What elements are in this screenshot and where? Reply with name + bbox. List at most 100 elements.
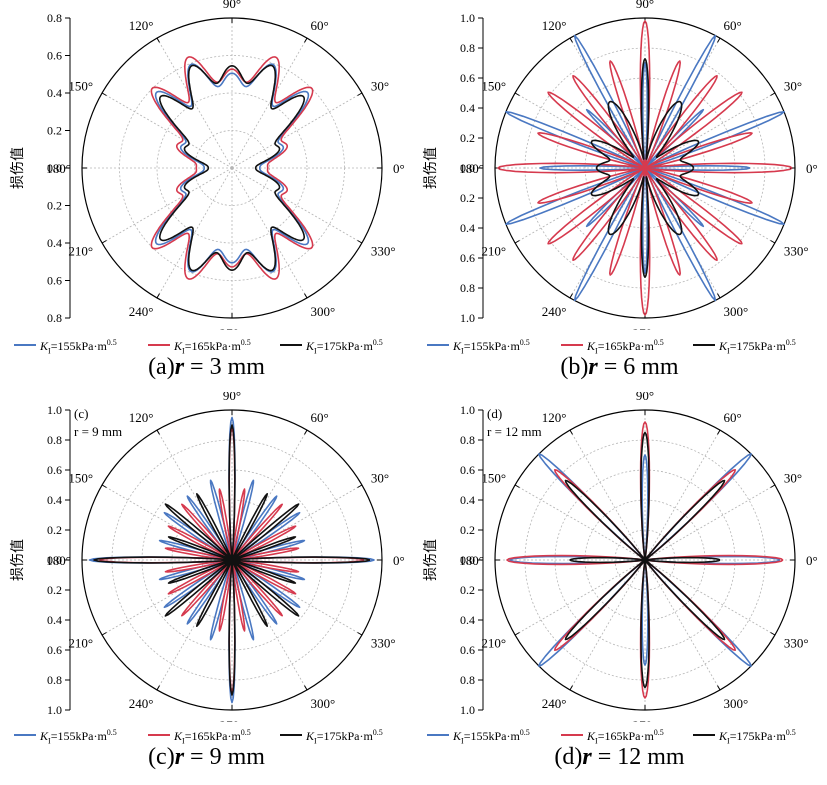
legend-swatch [427, 734, 449, 736]
angle-tick-label: 30° [371, 79, 389, 94]
angle-tick-label: 90° [636, 0, 654, 11]
angle-tick-label: 210° [481, 244, 506, 259]
y-axis-label: 损伤值 [423, 147, 439, 189]
spoke-gridline [514, 559, 646, 636]
angle-tick [569, 685, 573, 691]
angle-tick-label: 300° [724, 696, 749, 711]
r-tick-label: 1.0 [47, 703, 62, 717]
angle-tick [357, 92, 363, 96]
r-tick-label: 0.8 [460, 281, 475, 295]
series-line-2 [150, 56, 314, 280]
angle-tick-label: 60° [311, 18, 329, 33]
r-tick-label: 0.4 [47, 236, 62, 250]
r-tick-label: 0.8 [47, 311, 62, 325]
spoke-gridline [231, 37, 308, 169]
caption-a: (a)r = 3 mm [0, 354, 413, 381]
r-tick-label: 0.6 [47, 274, 62, 288]
series-line-2 [497, 20, 793, 316]
angle-tick [156, 293, 160, 299]
series-line-3 [93, 424, 371, 696]
r-tick-label: 0.6 [47, 643, 62, 657]
angle-tick [304, 685, 308, 691]
angle-tick [156, 37, 160, 43]
chart-panel-c: 0.0 0.2 0.2 0.4 0.4 0.6 0.6 0.8 0.8 1.0 1.0 0° 30° 60… [0, 392, 413, 785]
angle-tick-label: 0° [393, 161, 405, 176]
angle-tick-label: 300° [311, 304, 336, 319]
caption-prefix: (c) [148, 744, 175, 770]
legend-label: KI=155kPa·m0.5 [40, 728, 117, 746]
r-tick-label: 0.6 [460, 71, 475, 85]
angle-tick-label: 300° [311, 696, 336, 711]
legend-c: KI=155kPa·m0.5 KI=165kPa·m0.5 KI=175kPa·m0… [0, 726, 413, 746]
r-tick-label: 1.0 [47, 403, 62, 417]
angle-tick [514, 92, 520, 96]
y-axis-label: 损伤值 [10, 147, 26, 189]
angle-tick-label: 180° [459, 553, 484, 568]
legend-label: KI=165kPa·m0.5 [174, 728, 251, 746]
angle-tick [514, 632, 520, 636]
spoke-gridline [231, 167, 363, 244]
polar-plot-c: 0.0 0.2 0.2 0.4 0.4 0.6 0.6 0.8 0.8 1.0 1.0 0° 30° 60… [10, 392, 405, 722]
angle-tick [101, 240, 107, 244]
chart-panel-a: 0.0 0.2 0.2 0.4 0.4 0.6 0.6 0.8 0.8 0° 30° 60° 90° 12… [0, 0, 413, 392]
legend-label: KI=155kPa·m0.5 [453, 338, 530, 356]
panel-inner-label: r = 12 mm [487, 424, 542, 439]
series-line-3 [159, 64, 306, 272]
r-tick-label: 0.6 [460, 251, 475, 265]
series-line-3 [564, 431, 726, 689]
legend-label: KI=165kPa·m0.5 [174, 338, 251, 356]
spoke-gridline [101, 92, 233, 169]
angle-tick [156, 685, 160, 691]
r-tick-label: 0.4 [47, 613, 62, 627]
series-line-3 [590, 57, 700, 279]
r-tick-label: 0.0 [47, 161, 62, 175]
angle-tick [770, 632, 776, 636]
legend-label: KI=175kPa·m0.5 [719, 728, 796, 746]
angle-tick-label: 120° [129, 410, 154, 425]
panel-tag: (d) [487, 406, 502, 421]
legend-d: KI=155kPa·m0.5 KI=165kPa·m0.5 KI=175kPa·m0… [413, 726, 826, 746]
angle-tick-label: 240° [542, 304, 567, 319]
angle-tick [717, 685, 721, 691]
r-tick-label: 0.8 [47, 433, 62, 447]
r-tick-label: 0.2 [460, 583, 475, 597]
r-tick-label: 0.8 [460, 41, 475, 55]
series-line-2 [99, 427, 365, 693]
angle-tick [717, 37, 721, 43]
r-tick-label: 0.6 [47, 49, 62, 63]
polar-plot-b: 0.0 0.2 0.2 0.4 0.4 0.6 0.6 0.8 0.8 1.0 1.0 0° 30° 60… [423, 0, 818, 330]
angle-tick-label: 150° [481, 79, 506, 94]
r-tick-label: 0.2 [47, 583, 62, 597]
r-tick-label: 0.2 [47, 523, 62, 537]
ring-gridline [156, 92, 308, 244]
angle-tick-label: 90° [223, 0, 241, 11]
spoke-gridline [514, 484, 646, 561]
angle-tick [569, 429, 573, 435]
chart-panel-d: 0.0 0.2 0.2 0.4 0.4 0.6 0.6 0.8 0.8 1.0 1.0 0° 30° 60… [413, 392, 827, 785]
r-tick-label: 1.0 [460, 11, 475, 25]
legend-label: KI=155kPa·m0.5 [40, 338, 117, 356]
r-tick-label: 0.2 [47, 199, 62, 213]
legend-swatch [561, 734, 583, 736]
r-tick-label: 0.6 [460, 643, 475, 657]
angle-tick-label: 330° [784, 636, 809, 651]
r-tick-label: 0.4 [460, 493, 475, 507]
angle-tick-label: 30° [371, 471, 389, 486]
angle-tick-label: 30° [784, 471, 802, 486]
angle-tick-label: 330° [371, 244, 396, 259]
angle-tick [101, 632, 107, 636]
legend-label: KI=175kPa·m0.5 [306, 728, 383, 746]
angle-tick-label: 330° [784, 244, 809, 259]
panel-tag: (c) [74, 406, 88, 421]
legend-label: KI=175kPa·m0.5 [306, 338, 383, 356]
angle-tick-label: 150° [68, 79, 93, 94]
angle-tick [770, 484, 776, 488]
angle-tick-label: 300° [724, 304, 749, 319]
angle-tick [304, 37, 308, 43]
r-tick-label: 0.6 [460, 463, 475, 477]
spoke-gridline [644, 167, 776, 244]
angle-tick-label: 210° [481, 636, 506, 651]
caption-d: (d)r = 12 mm [413, 744, 826, 771]
angle-tick-label: 180° [46, 161, 71, 176]
angle-tick-label: 60° [311, 410, 329, 425]
